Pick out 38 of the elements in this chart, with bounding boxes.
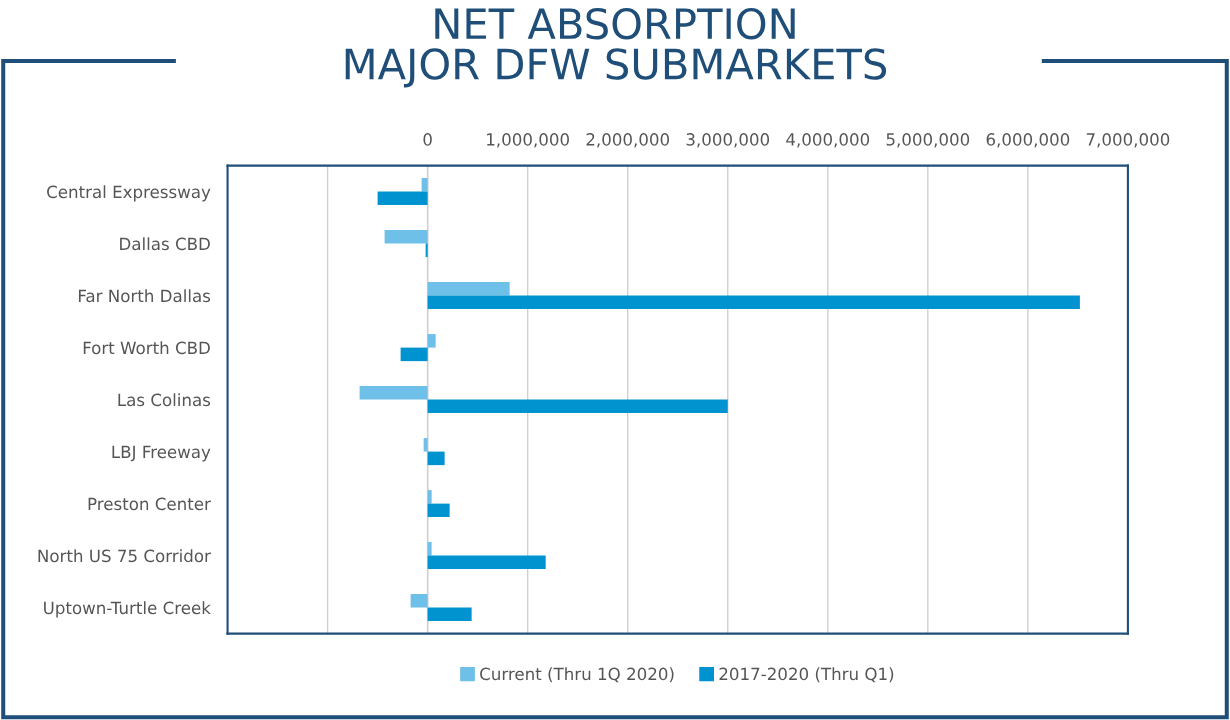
x-tick-label: 0 (423, 133, 432, 146)
y-tick-label: Uptown-Turtle Creek (44, 601, 211, 618)
bar (427, 451, 445, 466)
x-tick-label: 1,000,000 (487, 133, 569, 148)
bar (427, 334, 436, 348)
legend-label: Current (Thru 1Q 2020) (480, 667, 674, 683)
x-tick-label: 6,000,000 (986, 133, 1070, 148)
chart-title: NET ABSORPTION MAJOR DFW SUBMARKETS (345, 7, 887, 88)
bar (425, 243, 428, 258)
bar (384, 230, 428, 244)
y-tick-label: Dallas CBD (120, 237, 210, 251)
bar (410, 594, 428, 608)
x-tick-label: 4,000,000 (786, 133, 870, 148)
y-tick-label: LBJ Freeway (112, 445, 211, 462)
bar (427, 542, 432, 556)
bar (427, 295, 1080, 310)
bar (423, 438, 428, 452)
y-tick-label: Fort Worth CBD (83, 341, 210, 355)
bar (359, 386, 428, 400)
y-tick-label: Las Colinas (118, 393, 211, 407)
y-tick-label: Far North Dallas (78, 289, 211, 303)
x-tick-label: 7,000,000 (1086, 133, 1170, 148)
bar (377, 191, 428, 206)
y-tick-label: North US 75 Corridor (38, 549, 211, 563)
bar (427, 607, 472, 622)
y-tick-label: Preston Center (88, 497, 211, 511)
x-tick-label: 2,000,000 (586, 133, 670, 148)
bar (427, 399, 728, 414)
x-tick-label: 3,000,000 (686, 133, 770, 148)
bar (421, 178, 428, 192)
legend-label: 2017-2020 (Thru Q1) (719, 667, 894, 683)
x-tick-label: 5,000,000 (886, 133, 970, 148)
bar (427, 503, 450, 518)
bar (427, 490, 432, 504)
bar (400, 347, 428, 362)
bar (427, 282, 510, 296)
bar (427, 555, 546, 570)
y-tick-label: Central Expressway (47, 185, 211, 202)
